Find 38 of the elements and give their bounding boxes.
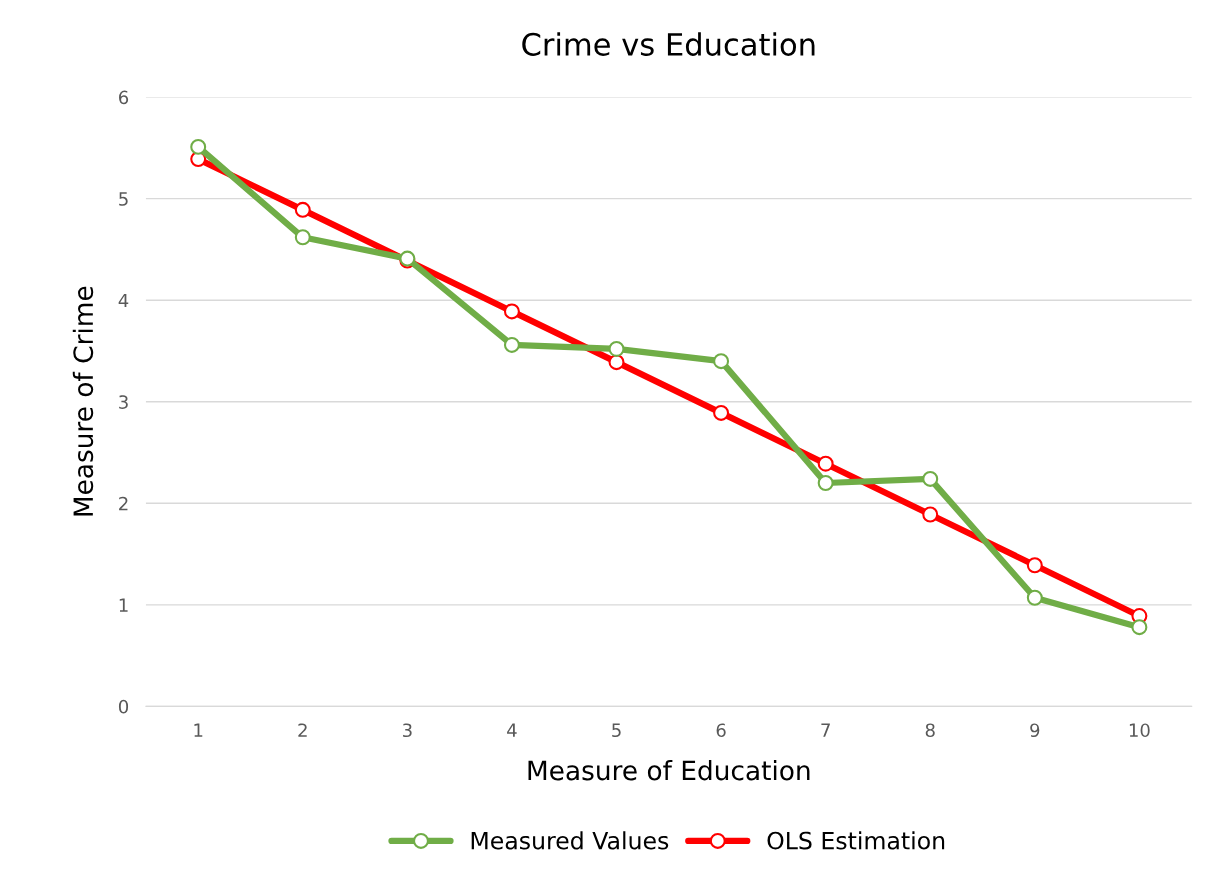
point [817,455,834,472]
legend-label: OLS Estimation [767,831,945,850]
x-tick-label: 4 [507,723,517,737]
y-tick-label: 2 [119,496,128,511]
chart-title: Crime vs Education [522,32,815,56]
y-tick-label: 4 [118,293,129,308]
legend-label: Measured Values [471,831,669,850]
point [1026,589,1043,606]
x-tick-label: 6 [716,723,726,738]
point [922,470,939,487]
point [294,201,311,218]
x-tick-label: 10 [1129,723,1150,738]
point [608,354,625,371]
x-tick-label: 2 [298,723,307,737]
point [1131,619,1148,636]
point [713,404,730,421]
x-tick-label: 5 [612,723,621,738]
point [608,340,625,357]
point [713,353,730,370]
point [190,138,207,155]
y-tick-label: 0 [118,699,129,714]
point [922,506,939,523]
x-tick-label: 1 [194,723,203,737]
y-tick-label: 3 [119,395,128,409]
y-tick-label: 1 [119,598,128,612]
point [817,475,834,491]
point [1026,557,1043,574]
point [294,229,311,246]
y-axis-title: Measure of Crime [72,286,94,516]
x-tick-label: 9 [1030,723,1040,738]
y-tick-label: 6 [119,90,129,105]
point [503,336,520,353]
x-axis-title: Measure of Education [528,759,810,781]
x-tick-label: 3 [402,723,412,738]
x-tick-label: 7 [821,723,830,737]
x-tick-label: 8 [925,723,935,738]
y-tick-label: 5 [119,192,128,206]
point [503,303,520,320]
